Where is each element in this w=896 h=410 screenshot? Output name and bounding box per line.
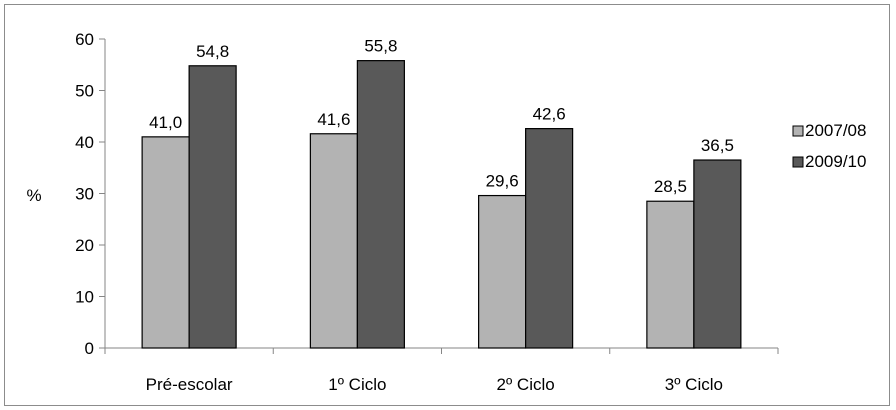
data-label: 41,6 <box>317 110 350 129</box>
x-tick-label: 2º Ciclo <box>497 375 555 394</box>
y-tick-label: 30 <box>75 185 94 204</box>
data-label: 36,5 <box>701 136 734 155</box>
y-axis-title: % <box>26 186 41 205</box>
labels: 41,0 54,8 41,6 55,8 29,6 42,6 28,5 36,5 <box>149 37 734 197</box>
bar <box>478 194 527 349</box>
bar <box>646 200 695 349</box>
data-label: 29,6 <box>486 172 519 191</box>
x-tick-label: 1º Ciclo <box>328 375 386 394</box>
bars <box>141 60 742 349</box>
bar <box>141 136 190 349</box>
bar <box>356 60 405 349</box>
data-label: 55,8 <box>364 37 397 56</box>
y-tick-label: 0 <box>85 339 94 358</box>
legend: 2007/08 2009/10 <box>792 121 866 171</box>
x-tick-label: Pré-escolar <box>146 375 233 394</box>
data-label: 54,8 <box>196 42 229 61</box>
data-label: 41,0 <box>149 113 182 132</box>
data-label: 42,6 <box>533 105 566 124</box>
y-tick-label: 20 <box>75 236 94 255</box>
legend-label: 2007/08 <box>805 121 866 140</box>
y-tick-label: 10 <box>75 288 94 307</box>
legend-label: 2009/10 <box>805 152 866 171</box>
y-tick-label: 60 <box>75 30 94 49</box>
y-tick-label: 40 <box>75 133 94 152</box>
bar <box>525 128 574 349</box>
bar <box>693 159 742 349</box>
data-label: 28,5 <box>654 177 687 196</box>
x-tick-label: 3º Ciclo <box>665 375 723 394</box>
legend-swatch <box>792 156 804 168</box>
y-tick-label: 50 <box>75 82 94 101</box>
legend-swatch <box>792 125 804 137</box>
bar <box>309 133 358 349</box>
bar <box>188 65 237 349</box>
